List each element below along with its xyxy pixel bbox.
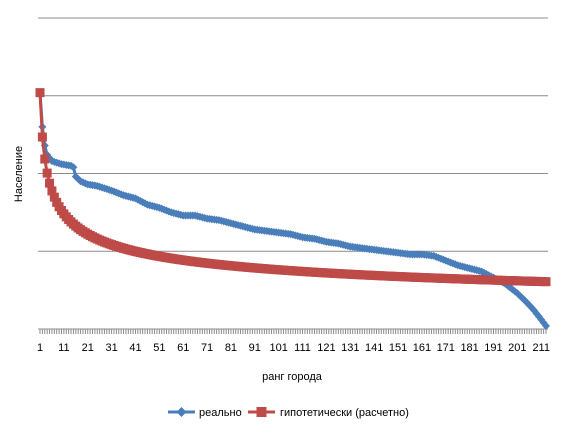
data-point-hypothetical — [47, 186, 57, 196]
series-line-hypothetical — [38, 92, 547, 284]
x-tick-label: 31 — [105, 342, 117, 354]
data-point-hypothetical — [40, 154, 50, 164]
x-tick-label: 1 — [37, 342, 43, 354]
legend-item-hypothetical: гипотетически (расчетно) — [248, 407, 409, 419]
legend-marker-square-icon — [256, 407, 267, 417]
legend-label-real: реально — [199, 407, 242, 419]
x-tick-label: 91 — [249, 342, 261, 354]
legend-item-real: реально — [168, 407, 242, 419]
data-point-real — [69, 163, 78, 172]
x-tick-label: 111 — [294, 342, 311, 354]
data-point-hypothetical — [35, 88, 45, 98]
legend-label-hypothetical: гипотетически (расчетно) — [280, 407, 409, 419]
x-tick-label: 21 — [82, 342, 94, 354]
data-point-hypothetical — [45, 178, 55, 188]
series-line-real — [38, 92, 548, 327]
x-tick-label: 171 — [437, 342, 455, 354]
x-tick-label: 181 — [460, 342, 478, 354]
x-tick-label: 71 — [201, 342, 213, 354]
x-tick-label: 191 — [484, 342, 502, 354]
x-tick-label: 211 — [532, 342, 550, 354]
data-point-hypothetical — [37, 132, 47, 142]
x-tick-label: 51 — [153, 342, 165, 354]
data-point-hypothetical — [541, 277, 551, 287]
data-point-hypothetical — [42, 168, 52, 178]
x-tick-label: 161 — [413, 342, 431, 354]
data-point-real — [542, 321, 550, 330]
x-tick-label: 61 — [177, 342, 189, 354]
plot-area — [35, 88, 551, 330]
x-axis-title: ранг города — [262, 371, 323, 383]
x-tick-label: 11 — [58, 342, 69, 354]
series-real — [36, 88, 550, 330]
legend-marker-diamond-icon — [176, 407, 187, 417]
x-tick-label: 41 — [129, 342, 141, 354]
legend: реально гипотетически (расчетно) — [168, 407, 409, 419]
x-tick-label: 141 — [365, 342, 383, 354]
x-tick-label: 151 — [389, 342, 407, 354]
series-hypothetical — [35, 88, 551, 287]
x-tick-label: 121 — [317, 342, 335, 354]
x-tick-label: 201 — [508, 342, 526, 354]
data-point-hypothetical — [49, 192, 59, 202]
x-tick-label: 131 — [341, 342, 359, 354]
gridlines — [38, 17, 548, 252]
x-tick-label: 101 — [269, 342, 287, 354]
x-tick-label: 81 — [225, 342, 237, 354]
y-axis-title: Население — [13, 146, 25, 202]
x-axis: 1 11 21 31 41 51 61 71 81 91 101 111 121 131 141 151 161… — [37, 328, 550, 354]
